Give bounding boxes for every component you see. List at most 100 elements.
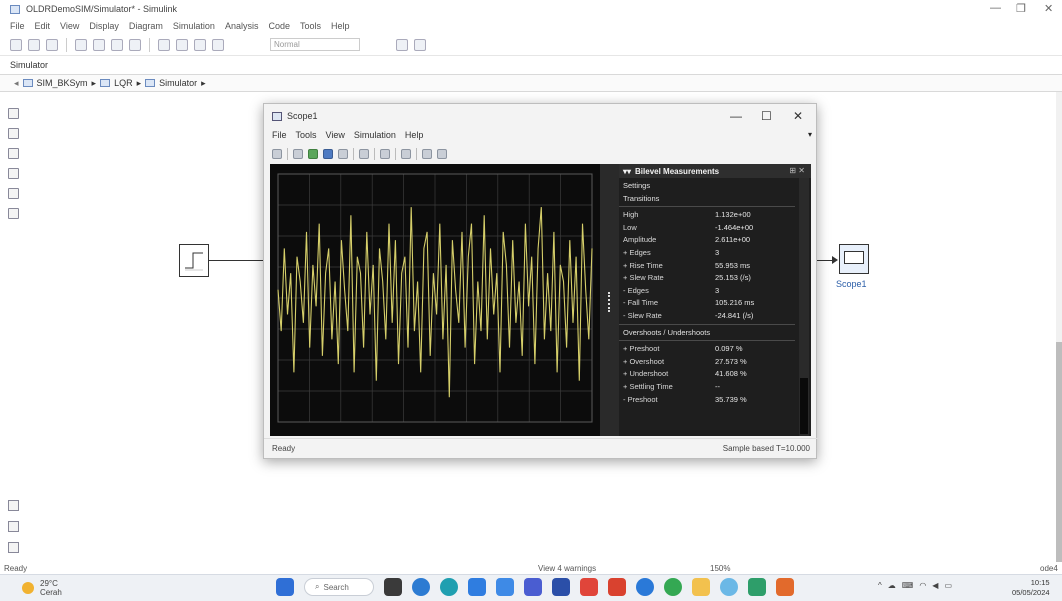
signal-line[interactable] bbox=[810, 260, 836, 261]
scrollbar-thumb[interactable] bbox=[800, 378, 808, 434]
open-icon[interactable] bbox=[28, 38, 40, 51]
measurements-collapse-icon[interactable]: ▾▾ bbox=[623, 166, 632, 176]
menu-file[interactable]: File bbox=[10, 21, 25, 31]
folder-icon[interactable] bbox=[692, 578, 710, 596]
scope-block-label[interactable]: Scope1 bbox=[836, 279, 867, 289]
breadcrumb-item[interactable]: LQR bbox=[114, 78, 133, 88]
close-icon[interactable]: ✕ bbox=[1044, 3, 1054, 15]
chrome-icon[interactable] bbox=[664, 578, 682, 596]
battery-icon[interactable]: ▭ bbox=[944, 581, 953, 590]
canvas-scrollbar[interactable] bbox=[1056, 92, 1062, 562]
back-icon[interactable]: ◂ bbox=[14, 77, 19, 88]
scope-plot-area[interactable] bbox=[270, 164, 600, 436]
autoscale-icon[interactable] bbox=[401, 149, 411, 159]
settings-section-toggle[interactable]: Settings bbox=[623, 181, 651, 190]
step-forward-icon[interactable] bbox=[323, 149, 333, 159]
taskbar-clock[interactable]: 10:15 05/05/2024 bbox=[1012, 578, 1050, 598]
triggers-icon[interactable] bbox=[422, 149, 432, 159]
file-explorer-icon[interactable] bbox=[468, 578, 486, 596]
keyboard-icon[interactable]: ⌨ bbox=[901, 581, 914, 590]
check-icon[interactable] bbox=[396, 38, 408, 51]
scope-menu-help[interactable]: Help bbox=[404, 130, 424, 140]
panel-splitter[interactable] bbox=[600, 164, 619, 436]
scope-menu-view[interactable]: View bbox=[325, 130, 345, 140]
vpn-icon[interactable] bbox=[636, 578, 654, 596]
build-icon[interactable] bbox=[414, 38, 426, 51]
status-solver[interactable]: ode4 bbox=[1040, 563, 1058, 573]
task-view-icon[interactable] bbox=[384, 578, 402, 596]
highlight-icon[interactable] bbox=[359, 149, 369, 159]
office-icon[interactable] bbox=[580, 578, 598, 596]
splitter-grip-icon[interactable] bbox=[608, 292, 610, 312]
image-icon[interactable] bbox=[8, 188, 19, 199]
record-icon[interactable] bbox=[212, 38, 224, 51]
signal-line[interactable] bbox=[209, 260, 269, 261]
panel-close-icon[interactable]: ⊞ ✕ bbox=[789, 166, 805, 175]
breadcrumb-item[interactable]: SIM_BKSym bbox=[36, 78, 88, 88]
model-browser-icon[interactable] bbox=[8, 500, 19, 511]
run-icon[interactable] bbox=[308, 149, 318, 159]
redo-icon[interactable] bbox=[93, 38, 105, 51]
run-icon[interactable] bbox=[158, 38, 170, 51]
volume-icon[interactable]: ◀ bbox=[932, 581, 939, 590]
start-windows-icon[interactable] bbox=[276, 578, 294, 596]
edge-browser-icon[interactable] bbox=[440, 578, 458, 596]
menu-diagram[interactable]: Diagram bbox=[128, 21, 163, 31]
store-icon[interactable] bbox=[496, 578, 514, 596]
minimize-icon[interactable]: — bbox=[730, 109, 742, 123]
menu-help[interactable]: Help bbox=[331, 21, 350, 31]
measurements-icon[interactable] bbox=[437, 149, 447, 159]
menu-display[interactable]: Display bbox=[89, 21, 119, 31]
calendar-icon[interactable] bbox=[552, 578, 570, 596]
property-inspector-icon[interactable] bbox=[8, 521, 19, 532]
collapse-menu-icon[interactable]: ▾ bbox=[808, 130, 813, 139]
weather-widget[interactable]: 29°C Cerah bbox=[22, 579, 62, 597]
status-warnings-link[interactable]: View 4 warnings bbox=[538, 563, 597, 573]
security-icon[interactable] bbox=[608, 578, 626, 596]
new-model-icon[interactable] bbox=[10, 38, 22, 51]
scope-menu-file[interactable]: File bbox=[272, 130, 287, 140]
simulation-mode-select[interactable]: Normal bbox=[270, 38, 360, 51]
undo-icon[interactable] bbox=[75, 38, 87, 51]
menu-analysis[interactable]: Analysis bbox=[224, 21, 259, 31]
stop-icon[interactable] bbox=[338, 149, 348, 159]
model-tab[interactable]: Simulator bbox=[10, 60, 49, 70]
step-back-icon[interactable] bbox=[293, 149, 303, 159]
menu-code[interactable]: Code bbox=[268, 21, 290, 31]
stop-icon[interactable] bbox=[194, 38, 206, 51]
model-explorer-icon[interactable] bbox=[129, 38, 141, 51]
overshoots-section-toggle[interactable]: Overshoots / Undershoots bbox=[623, 327, 711, 337]
taskbar-search[interactable]: ⌕ Search bbox=[304, 578, 374, 596]
close-icon[interactable]: ✕ bbox=[793, 109, 804, 123]
scope-menu-tools[interactable]: Tools bbox=[295, 130, 317, 140]
expand-icon[interactable] bbox=[8, 542, 19, 553]
restore-icon[interactable]: ❐ bbox=[1016, 3, 1026, 15]
settings-icon[interactable] bbox=[272, 149, 282, 159]
scope-block[interactable] bbox=[839, 244, 869, 274]
chat-icon[interactable] bbox=[412, 578, 430, 596]
arrow-icon[interactable] bbox=[8, 148, 19, 159]
zoom-icon[interactable] bbox=[380, 149, 390, 159]
zoom-icon[interactable] bbox=[8, 108, 19, 119]
measurements-scrollbar[interactable] bbox=[799, 178, 809, 436]
save-icon[interactable] bbox=[46, 38, 58, 51]
menu-simulation[interactable]: Simulation bbox=[172, 21, 215, 31]
maximize-icon[interactable]: ☐ bbox=[761, 109, 772, 123]
minimize-icon[interactable]: — bbox=[990, 2, 1001, 14]
menu-view[interactable]: View bbox=[60, 21, 80, 31]
wifi-icon[interactable]: ◠ bbox=[919, 581, 927, 590]
scope-menu-simulation[interactable]: Simulation bbox=[353, 130, 396, 140]
fit-view-icon[interactable] bbox=[8, 128, 19, 139]
menu-edit[interactable]: Edit bbox=[34, 21, 51, 31]
menu-tools[interactable]: Tools bbox=[299, 21, 321, 31]
tray-expand-icon[interactable]: ^ bbox=[878, 581, 882, 590]
app-icon[interactable] bbox=[720, 578, 738, 596]
area-icon[interactable] bbox=[8, 208, 19, 219]
annotation-icon[interactable] bbox=[8, 168, 19, 179]
step-forward-icon[interactable] bbox=[176, 38, 188, 51]
transitions-section-toggle[interactable]: Transitions bbox=[623, 193, 660, 203]
library-browser-icon[interactable] bbox=[111, 38, 123, 51]
breadcrumb-item[interactable]: Simulator bbox=[159, 78, 198, 88]
teams-icon[interactable] bbox=[748, 578, 766, 596]
matlab-icon[interactable] bbox=[776, 578, 794, 596]
